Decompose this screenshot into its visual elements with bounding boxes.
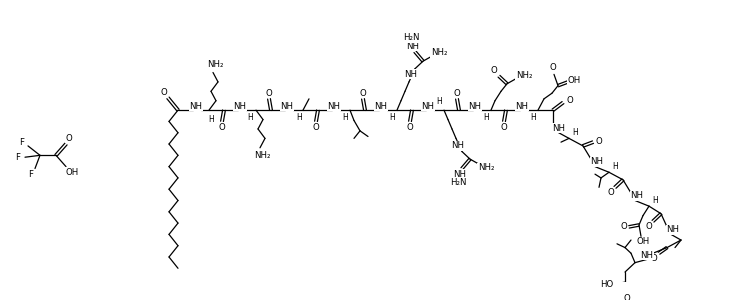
Text: O: O bbox=[454, 89, 461, 98]
Text: F: F bbox=[29, 170, 34, 179]
Text: H: H bbox=[436, 97, 442, 106]
Text: NH₂: NH₂ bbox=[254, 151, 270, 160]
Text: NH: NH bbox=[189, 102, 202, 111]
Text: H₂N: H₂N bbox=[403, 33, 420, 42]
Text: F: F bbox=[20, 138, 25, 147]
Text: OH: OH bbox=[65, 168, 79, 177]
Text: O: O bbox=[550, 63, 556, 72]
Text: H: H bbox=[389, 113, 395, 122]
Text: NH: NH bbox=[327, 102, 341, 111]
Text: O: O bbox=[501, 123, 507, 132]
Text: O: O bbox=[567, 96, 573, 105]
Text: NH: NH bbox=[404, 70, 417, 79]
Text: NH: NH bbox=[640, 250, 654, 260]
Text: O: O bbox=[645, 222, 652, 231]
Text: NH: NH bbox=[374, 102, 387, 111]
Text: NH: NH bbox=[553, 124, 566, 133]
Text: NH: NH bbox=[452, 141, 464, 150]
Text: NH: NH bbox=[453, 170, 466, 179]
Text: NH: NH bbox=[281, 102, 294, 111]
Text: H: H bbox=[483, 113, 489, 122]
Text: NH₂: NH₂ bbox=[478, 163, 494, 172]
Text: H: H bbox=[296, 113, 302, 122]
Text: O: O bbox=[66, 134, 72, 143]
Text: NH₂: NH₂ bbox=[207, 61, 223, 70]
Text: NH: NH bbox=[422, 102, 434, 111]
Text: NH: NH bbox=[469, 102, 482, 111]
Text: HO: HO bbox=[600, 280, 613, 289]
Text: H: H bbox=[652, 196, 658, 205]
Text: O: O bbox=[596, 137, 602, 146]
Text: O: O bbox=[406, 123, 413, 132]
Text: NH: NH bbox=[515, 102, 529, 111]
Text: NH: NH bbox=[631, 191, 643, 200]
Text: H: H bbox=[342, 113, 348, 122]
Text: OH: OH bbox=[567, 76, 580, 85]
Text: NH₂: NH₂ bbox=[516, 71, 532, 80]
Text: O: O bbox=[607, 188, 614, 197]
Text: H: H bbox=[247, 113, 253, 122]
Text: OH: OH bbox=[637, 237, 650, 246]
Text: NH: NH bbox=[233, 102, 246, 111]
Text: O: O bbox=[360, 89, 366, 98]
Text: O: O bbox=[491, 66, 497, 75]
Text: NH₂: NH₂ bbox=[431, 48, 447, 57]
Text: H: H bbox=[612, 162, 618, 171]
Text: O: O bbox=[624, 294, 630, 300]
Text: NH: NH bbox=[667, 225, 680, 234]
Text: H: H bbox=[208, 115, 214, 124]
Text: H₂N: H₂N bbox=[450, 178, 466, 187]
Text: O: O bbox=[621, 222, 627, 231]
Text: F: F bbox=[15, 153, 20, 162]
Text: O: O bbox=[313, 123, 319, 132]
Text: O: O bbox=[265, 89, 273, 98]
Text: NH: NH bbox=[406, 42, 420, 51]
Text: O: O bbox=[651, 254, 657, 263]
Text: H: H bbox=[572, 128, 578, 137]
Text: O: O bbox=[161, 88, 167, 97]
Text: NH: NH bbox=[591, 158, 604, 166]
Text: O: O bbox=[219, 123, 225, 132]
Text: H: H bbox=[530, 113, 536, 122]
